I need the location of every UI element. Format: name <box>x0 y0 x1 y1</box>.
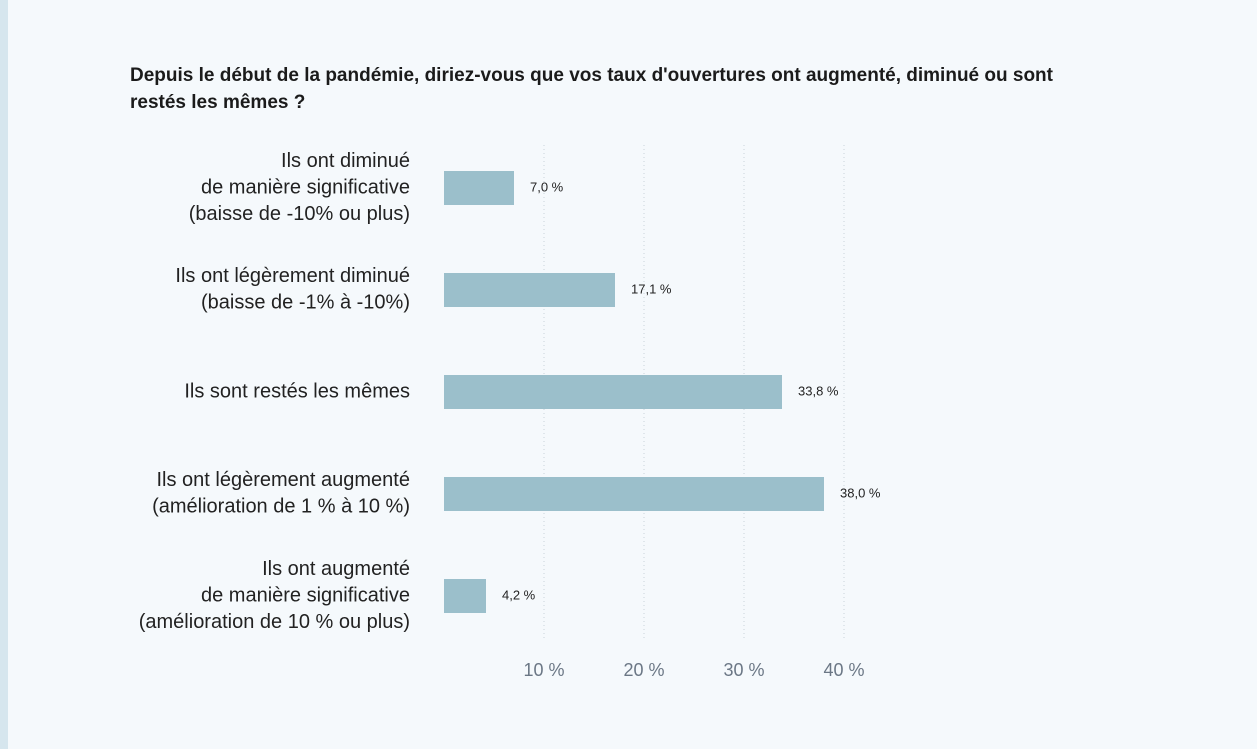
category-label-line: (baisse de -1% à -10%) <box>201 292 410 314</box>
category-label: Ils ont augmenté de manière significative… <box>139 558 410 633</box>
category-label-line: de manière significative <box>201 176 410 198</box>
value-label: 17,1 % <box>631 281 672 296</box>
left-accent-stripe <box>0 0 8 749</box>
category-label-line: Ils ont augmenté <box>262 558 410 580</box>
x-tick-label: 20 % <box>623 660 664 680</box>
grid-lines <box>543 145 845 640</box>
category-label: Ils ont diminué de manière significative (… <box>189 150 410 225</box>
value-label: 4,2 % <box>502 587 536 602</box>
category-label-line: Ils ont légèrement diminué <box>175 265 410 287</box>
category-label-line: (amélioration de 1 % à 10 %) <box>152 496 410 518</box>
category-label: Ils ont légèrement diminué (baisse de -1%… <box>175 265 410 314</box>
x-tick-label: 30 % <box>723 660 764 680</box>
bar <box>444 477 824 511</box>
value-label: 7,0 % <box>530 179 564 194</box>
value-labels: 7,0 % 17,1 % 33,8 % 38,0 % 4,2 % <box>502 179 881 602</box>
bars <box>444 171 824 613</box>
category-label-line: Ils ont légèrement augmenté <box>157 469 411 491</box>
category-label-line: Ils sont restés les mêmes <box>184 380 410 402</box>
bar <box>444 375 782 409</box>
category-label: Ils ont légèrement augmenté (amélioration… <box>152 469 410 518</box>
category-labels: Ils ont diminué de manière significative (… <box>139 150 410 633</box>
bar <box>444 273 615 307</box>
bar <box>444 171 514 205</box>
bar <box>444 579 486 613</box>
category-label-line: de manière significative <box>201 584 410 606</box>
value-label: 33,8 % <box>798 383 839 398</box>
category-label-line: (baisse de -10% ou plus) <box>189 203 410 225</box>
x-axis-ticks: 10 % 20 % 30 % 40 % <box>523 660 864 680</box>
category-label-line: (amélioration de 10 % ou plus) <box>139 611 410 633</box>
x-tick-label: 40 % <box>823 660 864 680</box>
category-label-line: Ils ont diminué <box>281 150 410 172</box>
category-label: Ils sont restés les mêmes <box>184 380 410 402</box>
value-label: 38,0 % <box>840 485 881 500</box>
x-tick-label: 10 % <box>523 660 564 680</box>
chart-title: Depuis le début de la pandémie, diriez-v… <box>130 65 1053 113</box>
